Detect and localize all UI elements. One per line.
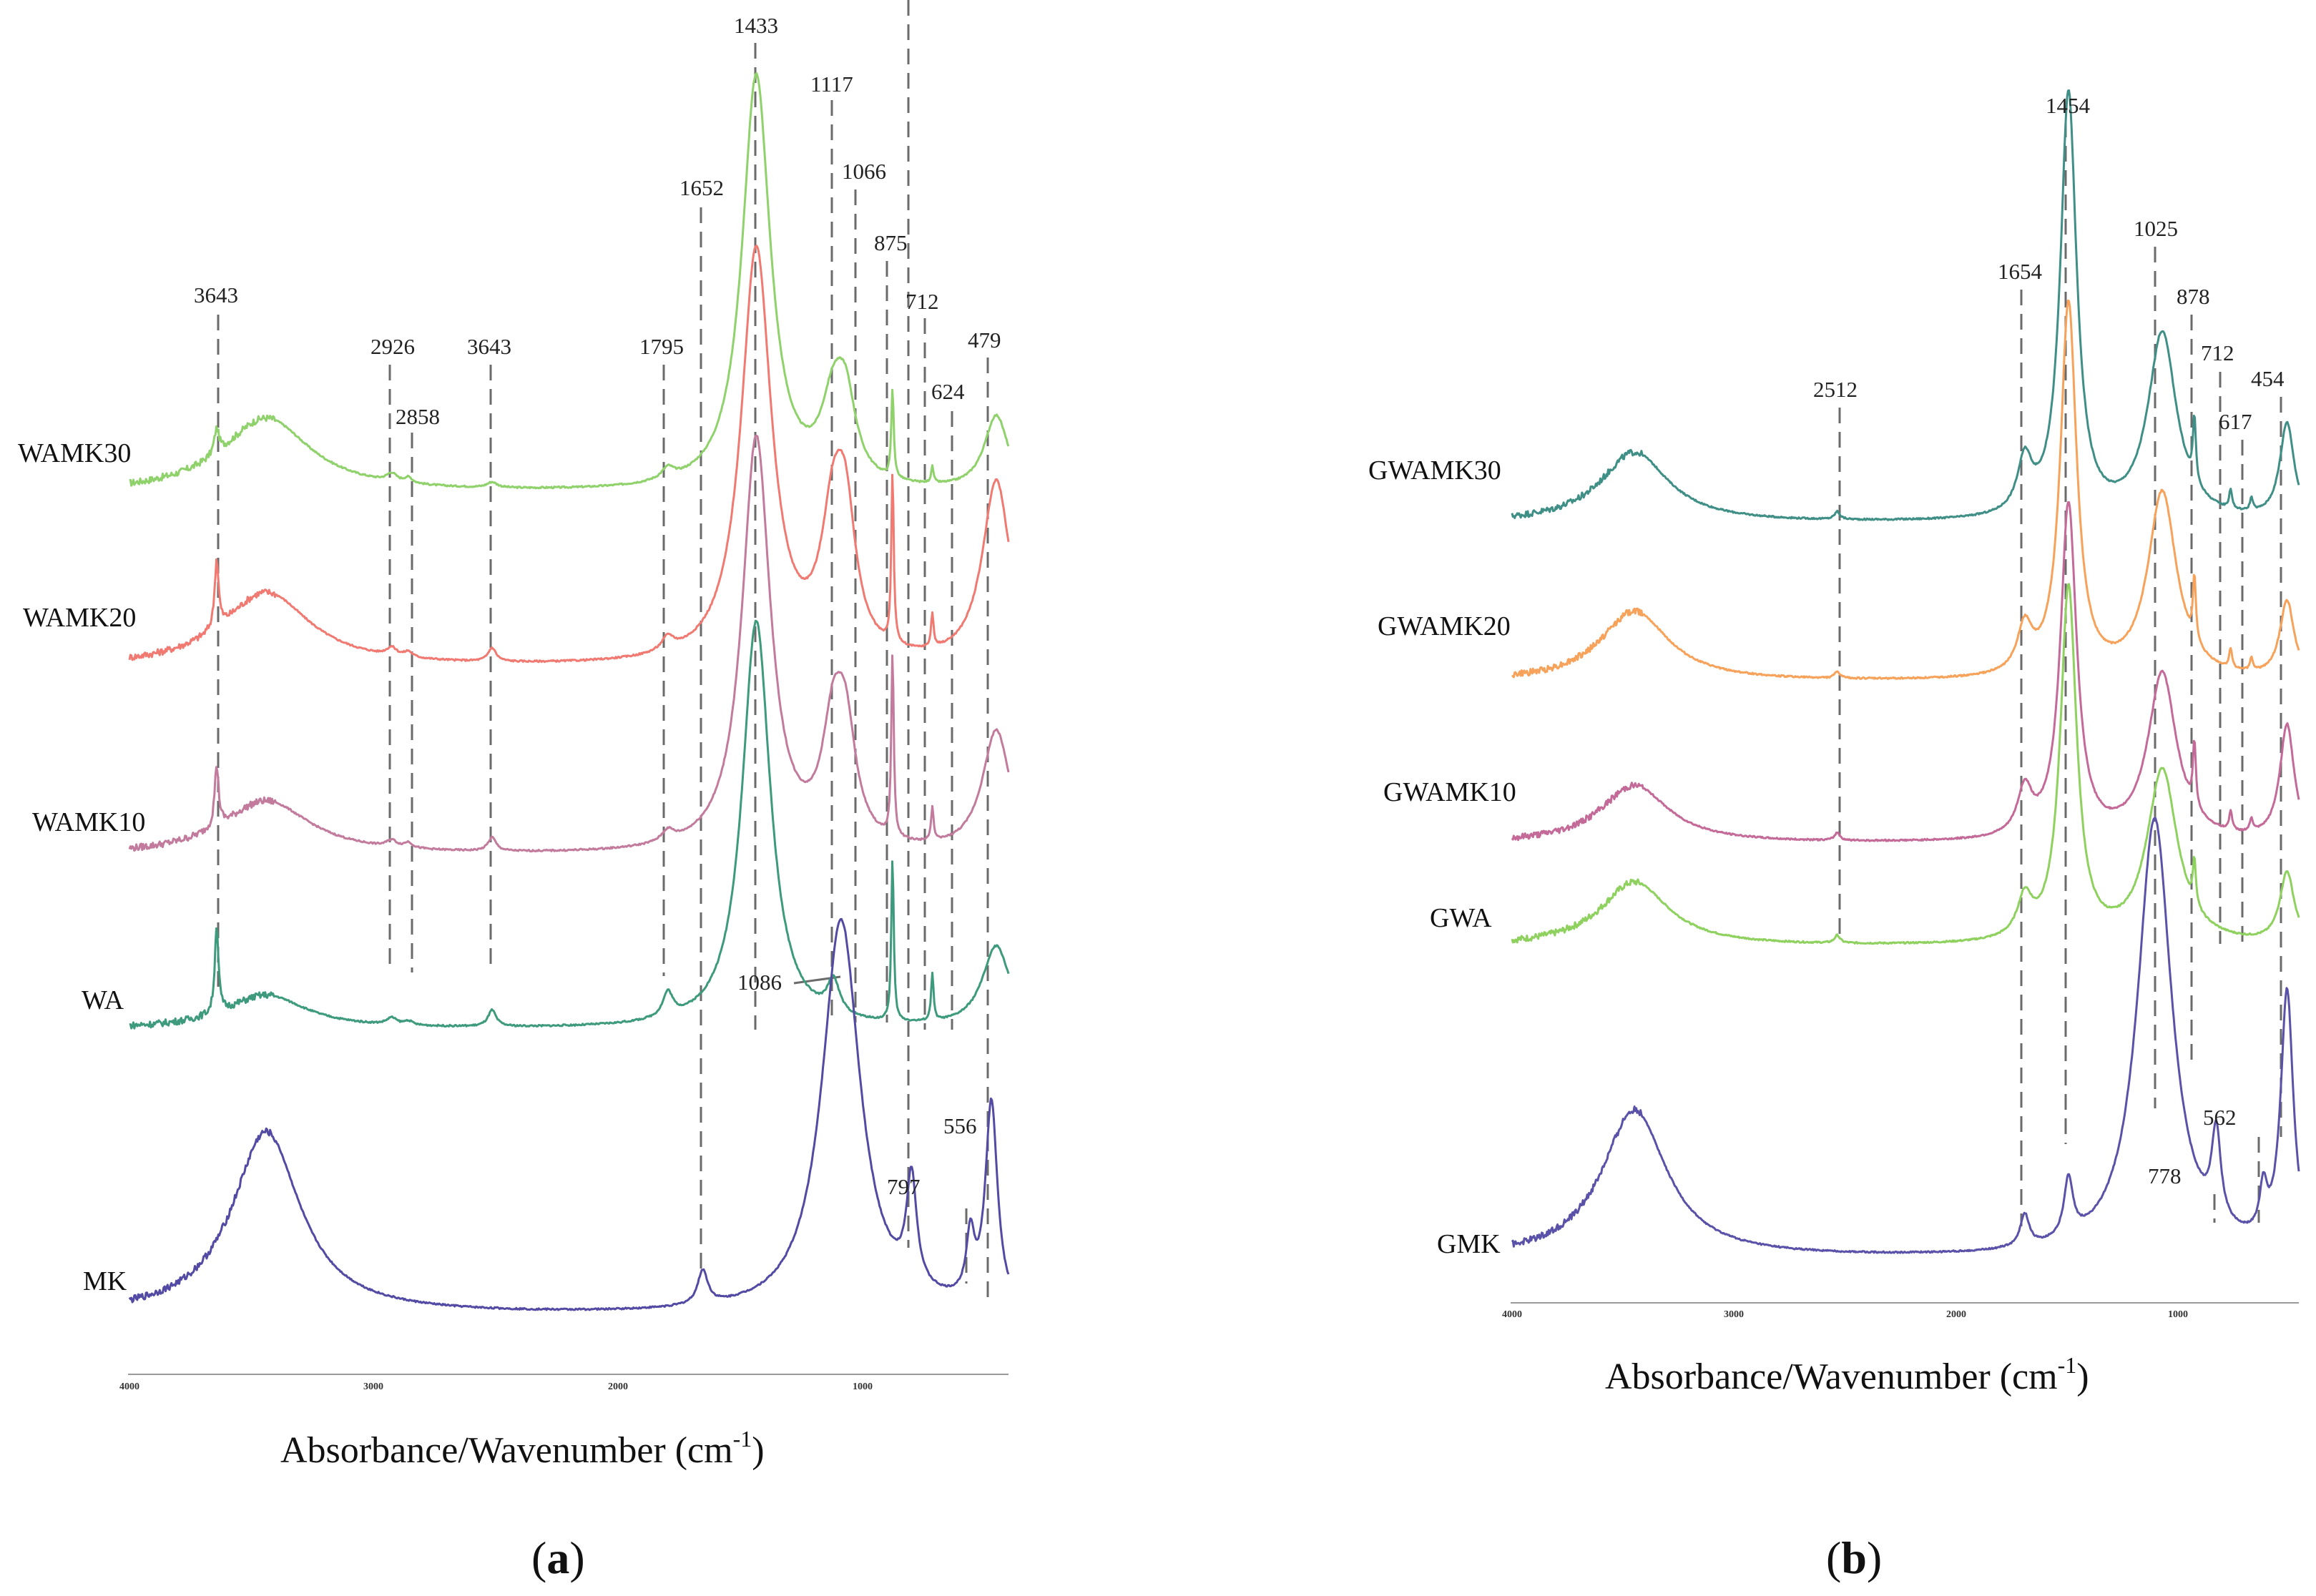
- panel-a-tick-4000: 4000: [119, 1381, 139, 1392]
- panel-b-xlabel-close: ): [2076, 1356, 2089, 1397]
- series-label-GMK: GMK: [1437, 1229, 1501, 1259]
- series-label-WAMK20: WAMK20: [23, 603, 136, 633]
- panel-b-x-axis-title: Absorbance/Wavenumber (cm-1): [1605, 1352, 2089, 1397]
- series-label-WAMK30: WAMK30: [18, 438, 131, 468]
- peak-label-1454: 1454: [2046, 93, 2091, 118]
- panel-b-tick-2000: 2000: [1946, 1309, 1966, 1320]
- peak-label-479: 479: [968, 327, 1001, 353]
- peak-label-1795: 1795: [639, 334, 684, 359]
- panel-b-tick-3000: 3000: [1724, 1309, 1744, 1320]
- peak-label-556: 556: [943, 1113, 977, 1138]
- panel-b-tick-1000: 1000: [2168, 1309, 2188, 1320]
- spectrum-GWAMK10: [1511, 501, 2300, 842]
- peak-label-2858: 2858: [396, 404, 440, 429]
- panel-b-label-open: (: [1826, 1532, 1841, 1583]
- spectrum-WAMK30: [129, 72, 1010, 490]
- panel-a-xlabel-main: Absorbance/Wavenumber (cm: [280, 1430, 733, 1471]
- peak-label-712-b: 712: [2201, 340, 2234, 365]
- panel-a-tick-1000: 1000: [853, 1381, 873, 1392]
- series-label-WA: WA: [82, 985, 124, 1015]
- panel-a-tick-3000: 3000: [363, 1381, 383, 1392]
- panel-b: GWAMK30 GWAMK20 GWAMK10 GWA GMK 2512 165…: [1368, 89, 2300, 1583]
- peak-label-617: 617: [2219, 409, 2252, 434]
- panel-b-spectra: [1511, 89, 2300, 1254]
- peak-label-1086: 1086: [737, 970, 782, 995]
- peak-label-778: 778: [2148, 1163, 2182, 1188]
- panel-a-label-open: (: [531, 1532, 546, 1583]
- peak-label-875: 875: [874, 230, 908, 255]
- panel-a-label: (a): [531, 1532, 585, 1583]
- peak-label-3643-a: 3643: [194, 282, 238, 307]
- spectrum-GWAMK30: [1511, 89, 2300, 521]
- panel-a-spectra: [128, 72, 1010, 1311]
- spectrum-GMK: [1511, 817, 2300, 1254]
- panel-a-label-letter: a: [546, 1532, 569, 1583]
- peak-label-1433: 1433: [734, 13, 778, 38]
- series-label-WAMK10: WAMK10: [32, 807, 145, 837]
- series-label-GWA: GWA: [1430, 903, 1492, 933]
- peak-label-1654: 1654: [1998, 259, 2043, 284]
- peak-label-712: 712: [906, 289, 939, 314]
- panel-a-xlabel-sup: -1: [733, 1426, 752, 1452]
- peak-label-1025: 1025: [2134, 216, 2178, 241]
- peak-label-3643-b: 3643: [467, 334, 511, 359]
- peak-label-2926: 2926: [371, 334, 415, 359]
- spectrum-WAMK10: [128, 434, 1010, 853]
- panel-a-tick-2000: 2000: [608, 1381, 628, 1392]
- panel-a-x-axis-title: Absorbance/Wavenumber (cm-1): [280, 1426, 765, 1471]
- peak-label-797: 797: [887, 1174, 921, 1199]
- panel-a-xlabel-close: ): [752, 1430, 764, 1471]
- spectrum-MK: [128, 917, 1010, 1311]
- peak-label-624: 624: [931, 379, 965, 404]
- panel-b-label-close: ): [1867, 1532, 1882, 1583]
- peak-label-878: 878: [2177, 284, 2210, 309]
- panel-b-tick-4000: 4000: [1502, 1309, 1522, 1320]
- series-label-GWAMK30: GWAMK30: [1368, 455, 1501, 486]
- panel-a-label-close: ): [569, 1532, 584, 1583]
- spectrum-GWA: [1511, 583, 2300, 945]
- peak-label-1066: 1066: [842, 159, 886, 184]
- spectrum-WA: [129, 619, 1010, 1030]
- panel-b-label-letter: b: [1841, 1532, 1867, 1583]
- peak-label-2512: 2512: [1813, 377, 1858, 402]
- leader-line-1086: [793, 975, 841, 985]
- peak-label-1652: 1652: [679, 175, 724, 200]
- series-label-MK: MK: [83, 1266, 127, 1296]
- panel-b-xlabel-main: Absorbance/Wavenumber (cm: [1605, 1356, 2058, 1397]
- panel-b-label: (b): [1826, 1532, 1882, 1583]
- panel-a: WAMK30 WAMK20 WAMK10 WA MK 3643 2926 285…: [18, 0, 1010, 1583]
- series-label-GWAMK10: GWAMK10: [1383, 777, 1516, 807]
- panel-b-xlabel-sup: -1: [2058, 1352, 2077, 1378]
- series-label-GWAMK20: GWAMK20: [1378, 611, 1511, 641]
- spectrum-GWAMK20: [1511, 299, 2300, 680]
- peak-label-454: 454: [2251, 366, 2285, 391]
- spectrum-WAMK20: [128, 245, 1010, 664]
- panel-b-guides: [1838, 122, 2282, 1226]
- peak-label-562: 562: [2203, 1105, 2237, 1130]
- peak-label-1117: 1117: [810, 72, 853, 97]
- panel-a-guides: [217, 0, 989, 1301]
